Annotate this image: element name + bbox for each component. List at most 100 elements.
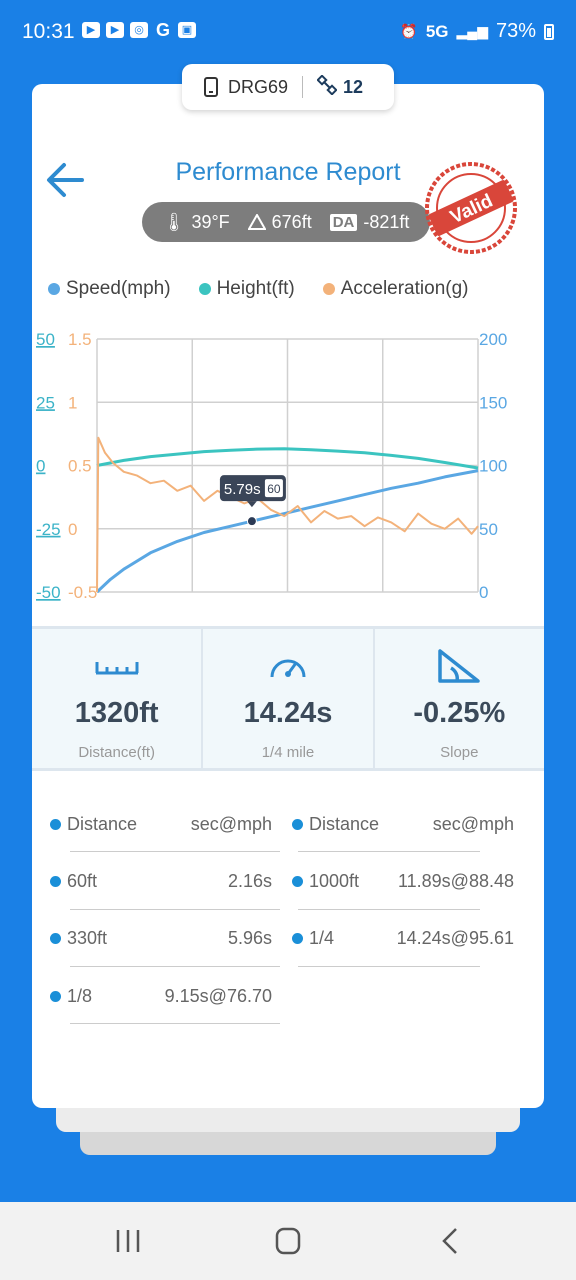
battery-icon [544,23,554,40]
legend-speed[interactable]: Speed(mph) [48,278,171,300]
header-time: sec@mph [432,814,514,834]
home-icon [275,1227,301,1255]
home-button[interactable] [268,1226,308,1256]
right-axis-tick: 200 [479,330,507,349]
table-row: 330ft 5.96s [50,928,272,949]
back-icon [442,1228,457,1254]
density-altitude: DA -821ft [329,211,410,233]
ruler-icon [95,662,139,675]
back-button[interactable] [44,160,86,200]
divider [70,1023,280,1024]
split-value: 5.96s [227,928,272,948]
temperature: 🌡︎ 39°F [163,212,230,233]
right-axis-tick: 50 [479,520,498,539]
battery-label: 73% [495,20,536,42]
status-time: 10:31 [22,20,75,43]
network-label: 5G [425,21,449,41]
left-axis-1-tick: 0 [36,457,45,476]
left-axis-2-tick: 1.5 [68,330,92,349]
altitude: 676ft [247,211,312,233]
marker-point [246,516,257,527]
back-nav-button[interactable] [430,1226,470,1256]
header-distance: Distance [309,814,380,834]
stat-time: 14.24s 1/4 mile [201,629,372,768]
left-axis-1-tick: 50 [36,330,55,349]
performance-chart[interactable]: 50 25 0 -25 -50 1.5 1 0.5 0 -0.5 200 150 100 50 0 5.79s… [32,310,544,610]
left-axis-1-tick: -25 [36,520,61,539]
status-bar: 10:31 ▶ ▶ ◎ G ▣ ⏰ 5G ▂▄▆ 73% [0,0,576,62]
recents-button[interactable] [108,1226,148,1256]
table-row: 60ft 2.16s [50,871,272,892]
device-name: DRG69 [228,76,289,97]
table-row: 1/8 9.15s@76.70 [50,986,272,1007]
left-axis-1-tick: -50 [36,583,61,602]
youtube-icon: ▶ [106,22,124,38]
report-card [32,84,544,1108]
left-axis-2-tick: 0.5 [68,457,92,476]
legend-label: Height(ft) [216,278,295,299]
google-icon: G [155,20,170,40]
marker-badge [264,479,283,498]
left-axis-2-tick: 0 [68,520,77,539]
stat-slope: -0.25% Slope [372,629,544,768]
legend-label: Speed(mph) [66,278,171,299]
split-distance: 1/8 [67,986,93,1006]
left-axis-2-tick: -0.5 [68,583,97,602]
header-distance: Distance [67,814,138,834]
back-arrow-icon [47,163,84,197]
stat-label: Distance(ft) [78,744,155,761]
legend-dot [48,283,60,295]
divider [70,909,280,910]
slope-icon [438,649,481,683]
notification-icons: ▶ ▶ ◎ G ▣ [82,20,196,40]
right-axis-tick: 0 [479,583,488,602]
divider [70,851,280,852]
legend-dot [198,283,211,295]
page-title: Performance Report [175,158,401,186]
bullet-dot [50,933,61,944]
marker-label: 5.79s [224,481,261,498]
valid-stamp: Valid [421,161,521,255]
device-pill[interactable]: DRG69 12 [182,64,394,110]
alarm-icon: ⏰ [400,23,418,39]
stat-distance: 1320ft Distance(ft) [32,629,201,768]
stat-label: 1/4 mile [261,744,315,761]
bullet-dot [292,819,303,830]
divider [298,966,480,967]
legend-dot [322,283,335,295]
conditions-pill: 🌡︎ 39°F 676ft DA -821ft [142,202,430,242]
status-right: ⏰ 5G ▂▄▆ 73% [400,20,554,43]
legend-label: Acceleration(g) [340,278,469,299]
stats-panel: 1320ft Distance(ft) 14.24s 1/4 mile -0.2… [32,626,544,771]
split-distance: 330ft [67,928,108,948]
speedometer-icon [270,659,306,678]
header-time: sec@mph [190,814,272,834]
stat-label: Slope [440,744,479,761]
bullet-dot [50,876,61,887]
system-nav-bar [0,1202,576,1280]
chart-legend: Speed(mph) Height(ft) Acceleration(g) [48,278,468,300]
divider [70,966,280,967]
series-line-0 [95,469,479,594]
table-header-left: Distance sec@mph [50,814,272,835]
split-value: 11.89s@88.48 [397,871,514,891]
divider [298,851,480,852]
divider [298,909,480,910]
split-value: 2.16s [227,871,272,891]
signal-icon: ▂▄▆ [456,23,488,39]
legend-height[interactable]: Height(ft) [198,278,295,300]
youtube-icon: ▶ [82,22,100,38]
density-altitude-value: -821ft [363,211,410,232]
right-axis-tick: 150 [479,393,507,412]
legend-acceleration[interactable]: Acceleration(g) [322,278,469,300]
bullet-dot [292,933,303,944]
temperature-value: 39°F [191,211,230,232]
series-line-1 [96,447,479,470]
bullet-dot [292,876,303,887]
split-value: 9.15s@76.70 [164,986,272,1006]
device-icon [204,77,218,97]
altitude-value: 676ft [271,211,312,232]
divider [302,76,304,98]
stat-value: 1320ft [74,697,159,729]
series-line-2 [96,436,479,593]
